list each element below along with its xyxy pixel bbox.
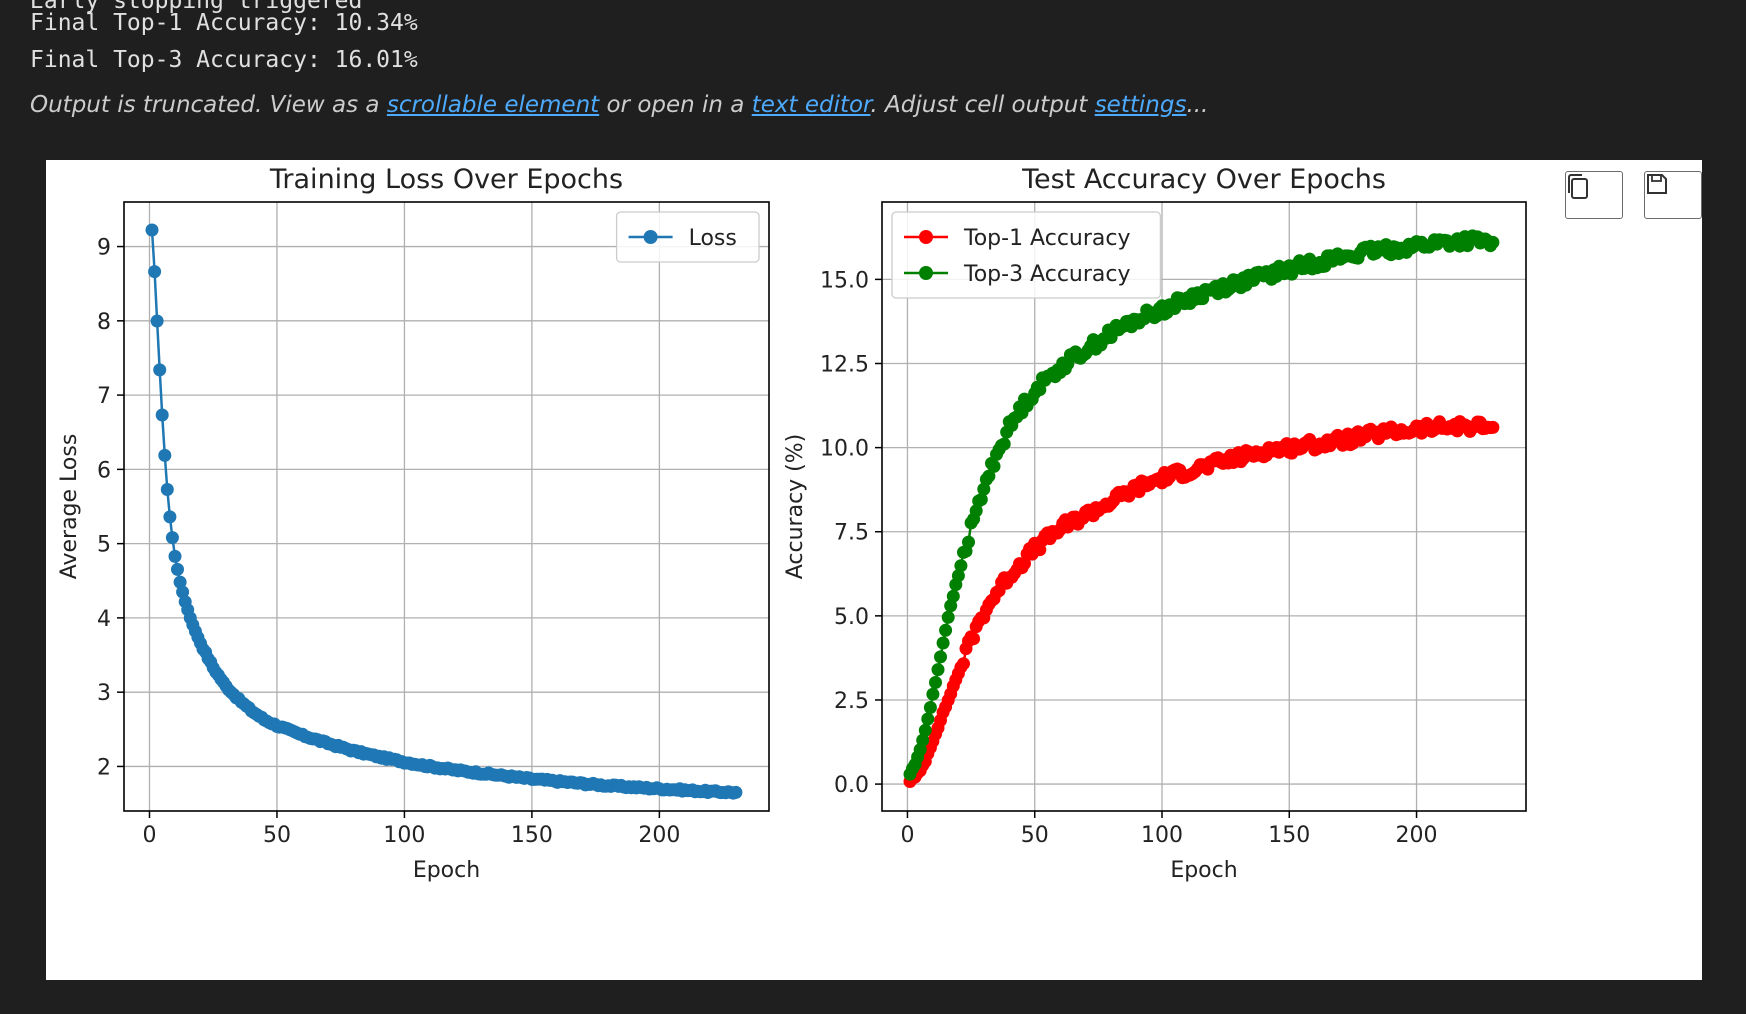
chart1-y-tick-label: 8 [97, 310, 111, 335]
output-line-truncated-top: Early stopping triggered [30, 0, 363, 14]
chart2-point [939, 623, 953, 637]
chart2-point [926, 687, 940, 701]
chart2-legend-marker [919, 266, 933, 280]
chart1-point [160, 483, 174, 496]
chart1-point [148, 265, 162, 279]
chart1-y-tick-label: 4 [97, 607, 111, 632]
chart1-y-axis-label: Average Loss [57, 434, 82, 580]
chart1-point [729, 785, 743, 799]
chart1-point [168, 549, 182, 563]
chart2-legend-label: Top-3 Accuracy [963, 262, 1131, 287]
chart2-x-tick-label: 150 [1268, 823, 1310, 848]
chart2-point [931, 663, 945, 677]
chart1-legend-label: Loss [689, 226, 737, 251]
chart2-point [987, 459, 1001, 473]
chart2-x-axis-label: Epoch [1170, 858, 1237, 883]
chart1-y-tick-label: 9 [97, 236, 111, 261]
chart2-series-line-1 [908, 234, 1494, 775]
chart2-x-tick-label: 100 [1141, 823, 1183, 848]
truncated-suffix: ... [1186, 92, 1209, 118]
save-icon [1647, 174, 1667, 194]
chart1-y-tick-label: 2 [97, 755, 111, 780]
chart1-x-axis-label: Epoch [413, 858, 480, 883]
chart2-point [1486, 420, 1500, 434]
chart1-x-tick-label: 50 [263, 823, 291, 848]
chart2-x-tick-label: 50 [1021, 823, 1049, 848]
chart2-point [918, 723, 932, 737]
chart2-x-tick-label: 0 [900, 823, 914, 848]
chart2-y-tick-label: 10.0 [820, 437, 869, 462]
chart2-y-tick-label: 12.5 [820, 353, 869, 378]
chart1-point [165, 531, 179, 545]
chart2-point [1486, 235, 1500, 249]
truncated-mid1: or open in a [599, 92, 752, 118]
chart2-point [954, 559, 968, 573]
output-figure: 0 50 100 150 200 2 3 4 5 6 7 8 9 Training Loss Over E… [46, 160, 1702, 980]
copy-icon [1568, 174, 1588, 199]
chart2-point [982, 469, 996, 483]
save-image-button[interactable] [1644, 171, 1702, 219]
output-truncated-notice: Output is truncated. View as a scrollabl… [30, 92, 1208, 118]
truncated-mid2: . Adjust cell output [870, 92, 1095, 118]
chart2-point [916, 733, 930, 747]
scrollable-element-link[interactable]: scrollable element [386, 92, 600, 118]
chart1-point [155, 408, 169, 422]
truncated-prefix: Output is truncated. View as a [30, 92, 387, 118]
chart1-y-tick-label: 5 [97, 533, 111, 558]
chart1-x-tick-label: 100 [383, 823, 425, 848]
chart2-point [951, 569, 965, 583]
chart1-point [145, 223, 159, 237]
chart2-title: Test Accuracy Over Epochs [1021, 164, 1386, 195]
copy-image-button[interactable] [1565, 171, 1623, 219]
chart2-point [923, 701, 937, 714]
chart2-point [921, 712, 935, 726]
chart2-point [957, 657, 970, 671]
chart1-point [158, 448, 172, 462]
chart2-point [969, 504, 983, 518]
chart1-x-tick-label: 200 [638, 823, 680, 848]
chart1-axes-frame [123, 201, 770, 812]
settings-link[interactable]: settings [1094, 92, 1187, 118]
chart2-y-axis-label: Accuracy (%) [783, 434, 808, 580]
chart2-y-tick-label: 15.0 [820, 268, 869, 293]
chart2-y-tick-label: 2.5 [834, 689, 869, 714]
chart1-x-tick-label: 150 [511, 823, 553, 848]
chart2-point [962, 535, 975, 549]
chart2-point [941, 610, 955, 624]
chart2-y-tick-label: 7.5 [834, 521, 869, 546]
chart1-y-tick-label: 7 [97, 384, 111, 409]
chart1-point [153, 363, 167, 377]
chart1-y-tick-label: 6 [97, 458, 111, 483]
chart1-y-tick-label: 3 [97, 681, 111, 706]
chart2-axes-frame [881, 201, 1527, 812]
chart1-point [163, 510, 177, 524]
chart1-point [173, 575, 187, 589]
chart2-point [997, 437, 1011, 451]
chart2-point [929, 676, 942, 689]
chart1-point [150, 314, 164, 328]
output-line-top1: Final Top-1 Accuracy: 10.34% [30, 10, 418, 36]
chart1-legend-marker [643, 230, 658, 244]
chart2-y-tick-label: 5.0 [834, 605, 869, 630]
chart2-legend-label: Top-1 Accuracy [963, 226, 1131, 251]
chart1-title: Training Loss Over Epochs [269, 164, 623, 195]
chart2-x-tick-label: 200 [1396, 823, 1438, 848]
chart2-legend-box [891, 211, 1162, 299]
chart2-point [936, 636, 950, 650]
chart1-point [171, 562, 184, 576]
chart1-x-tick-label: 0 [142, 823, 156, 848]
chart1-legend-box [615, 211, 760, 263]
chart2-point [934, 650, 947, 664]
charts-svg: 0 50 100 150 200 2 3 4 5 6 7 8 9 Training Loss Over E… [57, 164, 1527, 883]
chart2-y-tick-label: 0.0 [834, 773, 869, 798]
chart2-point [946, 589, 960, 603]
chart2-point [967, 632, 981, 646]
text-editor-link[interactable]: text editor [751, 92, 871, 118]
chart2-legend-marker [919, 230, 933, 244]
chart2-point [974, 493, 988, 506]
output-line-top3: Final Top-3 Accuracy: 16.01% [30, 47, 418, 73]
